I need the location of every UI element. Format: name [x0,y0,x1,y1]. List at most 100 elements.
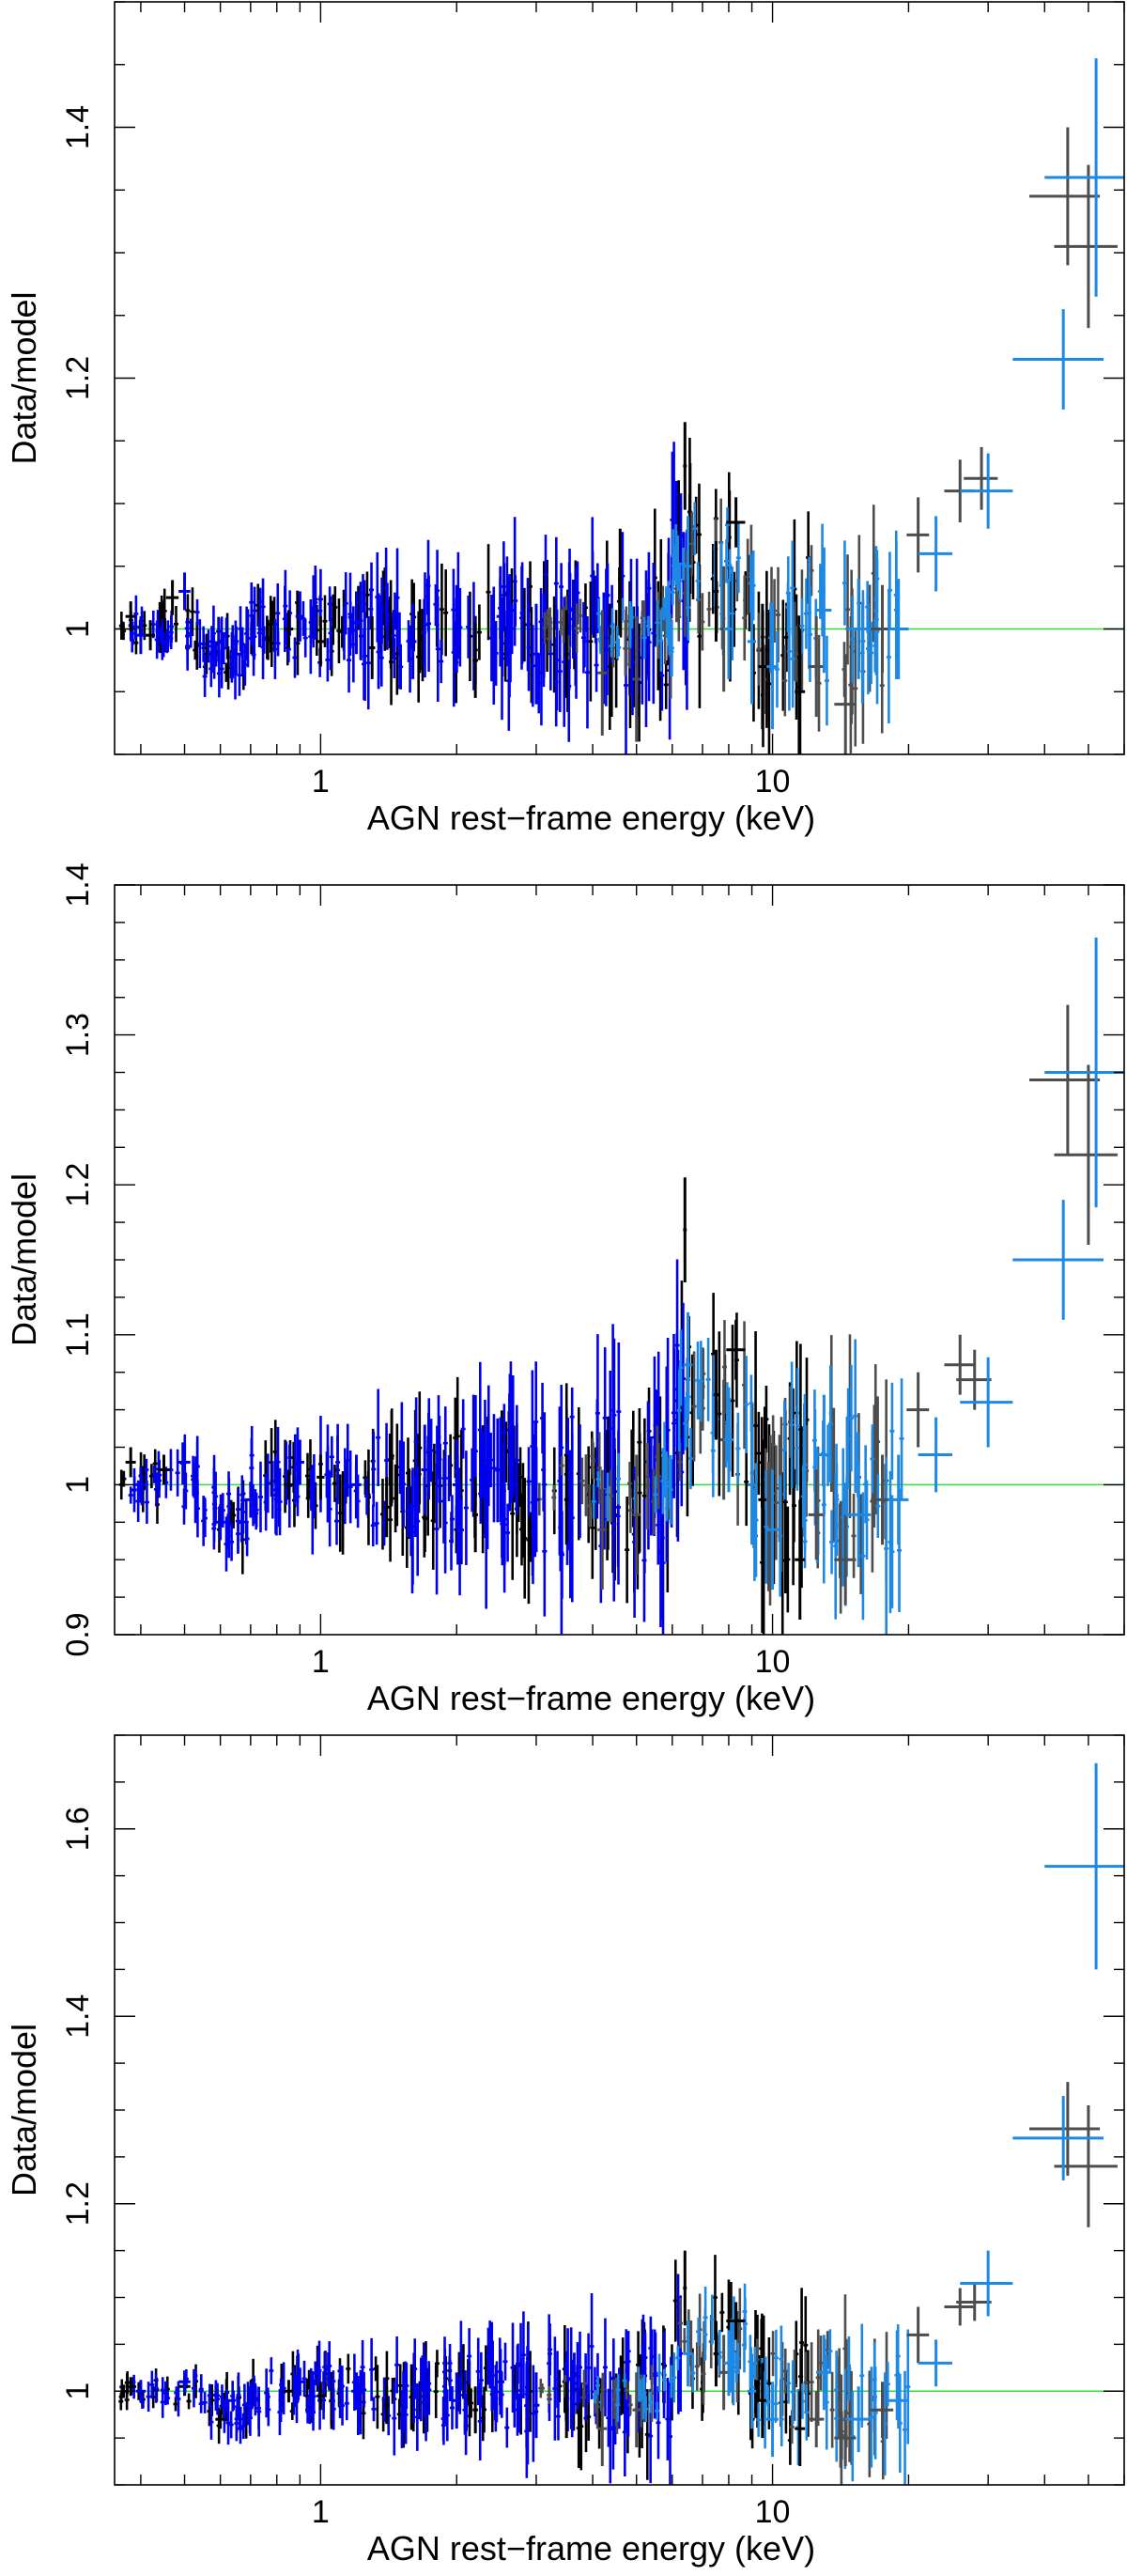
data-point [383,1477,390,1538]
residual-point [272,619,278,679]
residual-point [682,2328,687,2355]
residual-point [176,2381,181,2417]
residual-point [580,2387,586,2408]
data-point [295,591,304,642]
residual-point [477,1361,483,1498]
residual-point [160,2386,165,2418]
residual-point [841,540,847,626]
residual-point [733,2351,739,2382]
residual-point [502,2342,508,2381]
residual-point [405,1485,410,1537]
data-point [125,2377,136,2397]
residual-point [198,2394,204,2413]
residual-point [706,591,712,628]
residual-point [844,554,851,665]
residual-point [375,2365,380,2429]
residual-point [888,1470,893,1614]
data-point [316,2382,325,2411]
data-point [808,616,825,717]
y-ticks [115,884,1124,1636]
residual-point [193,640,198,660]
residual-point [385,599,391,642]
residual-point [809,2342,814,2422]
residual-point [510,2322,516,2413]
data-point [964,446,998,510]
residual-point [590,1442,595,1480]
residual-point [781,1401,787,1500]
residual-point [644,1442,650,1529]
residual-point [253,2382,258,2416]
residual-point [678,1329,684,1406]
residual-point [131,1476,137,1504]
data-point [632,2372,641,2448]
residual-point [595,1470,601,1488]
residual-point [627,2395,633,2415]
residual-point [752,2346,758,2380]
residual-point [365,616,371,710]
residual-point [369,2337,375,2401]
residual-point [370,1504,376,1547]
residual-point [717,2346,722,2369]
panel-middle: 1 10 0.9 1 1.1 1.2 1.3 1.4 AGN rest−frame energy… [5,862,1125,1717]
residual-point [457,2376,463,2414]
residual-point [557,630,563,713]
data-point [795,2391,806,2467]
residual-point [441,2336,448,2408]
residual-point [463,1451,469,1565]
residual-point [874,559,880,705]
residual-point [774,630,780,708]
residual-point [486,544,491,641]
residual-point [687,1427,693,1490]
residual-point [256,618,262,647]
residual-point [516,2343,521,2384]
residual-point [804,2384,810,2441]
residual-point [742,575,748,661]
data-point [244,1482,256,1518]
residual-point [514,1404,519,1516]
residual-point [358,612,363,661]
residual-point [596,597,602,629]
data-point [533,603,540,705]
data-point [496,1417,505,1523]
data-point [758,1439,767,1560]
data-point [453,1439,461,1530]
residual-point [324,1451,330,1498]
residual-point [442,1406,448,1481]
residual-point [255,2386,261,2429]
series-gray [597,2082,1118,2467]
data-point [766,1469,779,1591]
data-point [918,1417,953,1493]
data-point [808,2391,825,2448]
residual-point [764,1385,769,1453]
residual-point [301,2360,307,2397]
residual-point [308,599,314,675]
residual-point [829,2371,835,2448]
residual-point [426,2365,432,2415]
residual-point [437,1415,442,1503]
residual-point [724,506,730,543]
residual-point [555,2392,561,2441]
residual-point [347,628,352,693]
residual-point [802,1490,808,1551]
residual-point [435,596,440,703]
residual-point [763,2356,768,2406]
residual-point [181,1488,187,1525]
residual-point [683,1396,688,1451]
residual-point [676,592,682,642]
y-tick-label: 1 [60,1476,96,1494]
residual-point [577,2331,583,2403]
residual-point [705,1338,711,1421]
data-point [960,453,1013,529]
residual-point [415,1466,421,1576]
residual-point [672,1348,677,1498]
residual-point [542,1485,548,1617]
data-point [316,616,325,667]
data-point [564,2382,569,2439]
residual-point [132,613,138,640]
residual-point [789,1361,795,1489]
residual-point [469,2388,474,2418]
residual-point [347,600,353,634]
residual-point [806,556,811,670]
data-point [135,616,147,655]
